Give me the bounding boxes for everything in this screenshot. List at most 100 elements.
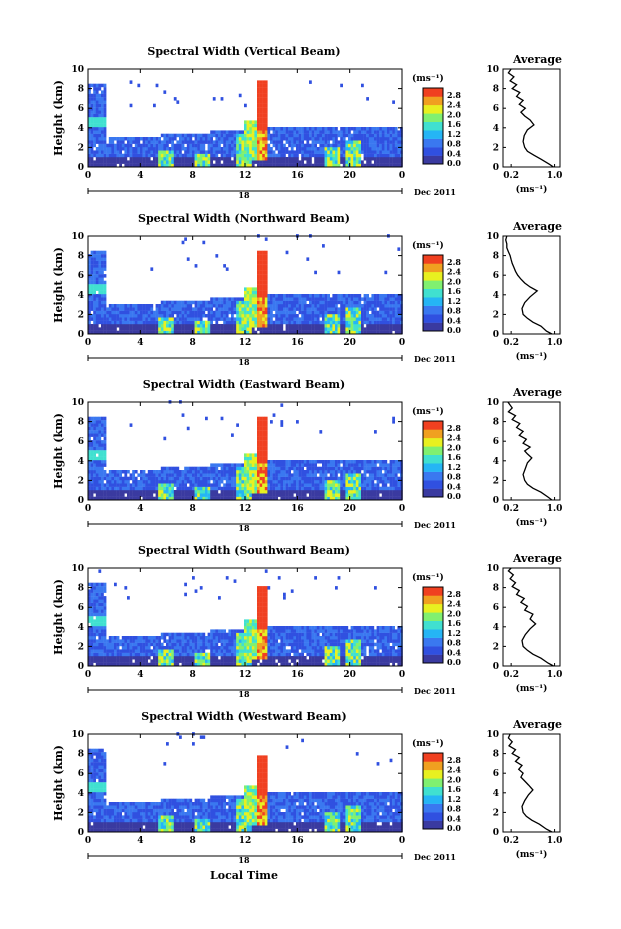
colorbar-swatch xyxy=(423,753,443,762)
y-tick-label: 0 xyxy=(78,828,84,838)
avg-y-tick-label: 8 xyxy=(493,584,499,594)
colorbar-swatch xyxy=(423,654,443,664)
y-tick-label: 6 xyxy=(78,769,84,779)
avg-y-tick-label: 0 xyxy=(493,662,499,672)
x-tick-label: 0 xyxy=(399,338,405,348)
y-tick-label: 6 xyxy=(78,271,84,281)
y-tick-label: 10 xyxy=(71,65,84,75)
y-tick-label: 2 xyxy=(78,143,84,153)
avg-x-tick-label: 1.0 xyxy=(547,504,563,514)
avg-x-tick-label: 1.0 xyxy=(547,670,563,680)
colorbar-swatch xyxy=(423,637,443,647)
colorbar-swatch xyxy=(423,429,443,439)
avg-profile-line xyxy=(505,235,553,335)
colorbar-unit: (ms⁻¹) xyxy=(412,738,444,749)
x-tick-label: 20 xyxy=(343,504,356,514)
colorbar-tick-label: 2.4 xyxy=(447,599,461,609)
avg-title: Average xyxy=(512,220,562,233)
x-tick-label: 0 xyxy=(85,836,91,846)
colorbar-swatch xyxy=(423,629,443,638)
panel-title: Spectral Width (Southward Beam) xyxy=(138,544,350,557)
avg-y-tick-label: 2 xyxy=(493,310,499,320)
colorbar-swatch xyxy=(423,96,443,106)
y-tick-label: 8 xyxy=(78,584,84,594)
colorbar-tick-label: 1.6 xyxy=(447,618,461,628)
colorbar-frame xyxy=(422,87,444,165)
date-label: Dec 2011 xyxy=(414,187,456,197)
colorbar-tick-label: 0.8 xyxy=(447,472,461,482)
y-tick-label: 0 xyxy=(78,163,84,173)
avg-y-tick-label: 4 xyxy=(493,789,499,799)
avg-y-tick-label: 0 xyxy=(493,330,499,340)
day-label: 18 xyxy=(238,855,250,865)
x-tick-label: 0 xyxy=(399,171,405,181)
avg-profile-line xyxy=(507,567,554,667)
colorbar xyxy=(423,587,443,664)
colorbar-swatch xyxy=(423,437,443,447)
avg-y-tick-label: 6 xyxy=(493,769,499,779)
avg-y-tick-label: 4 xyxy=(493,291,499,301)
panel-2: Spectral Width (Eastward Beam) 0 2 4 6 8 10 Hei… xyxy=(52,378,562,533)
panel-title: Spectral Width (Eastward Beam) xyxy=(143,378,345,391)
avg-y-tick-label: 6 xyxy=(493,104,499,114)
avg-x-tick-label: 0.2 xyxy=(503,338,519,348)
colorbar-swatch xyxy=(423,421,443,430)
colorbar-swatch xyxy=(423,646,443,655)
y-tick-label: 4 xyxy=(78,457,84,467)
avg-frame xyxy=(502,68,561,168)
colorbar-tick-label: 2.4 xyxy=(447,433,461,443)
y-tick-label: 8 xyxy=(78,418,84,428)
y-tick-label: 4 xyxy=(78,291,84,301)
colorbar-swatch xyxy=(423,761,443,771)
avg-title: Average xyxy=(512,552,562,565)
y-tick-label: 10 xyxy=(71,398,84,408)
colorbar-tick-label: 0.0 xyxy=(447,158,461,168)
colorbar-swatch xyxy=(423,88,443,97)
y-axis-label: Height (km) xyxy=(52,579,65,655)
x-tick-label: 20 xyxy=(343,836,356,846)
colorbar-swatch xyxy=(423,471,443,481)
x-tick-label: 8 xyxy=(190,338,196,348)
x-tick-label: 16 xyxy=(291,504,304,514)
colorbar-swatch xyxy=(423,155,443,165)
x-tick-label: 16 xyxy=(291,171,304,181)
colorbar-tick-label: 0.8 xyxy=(447,638,461,648)
colorbar-tick-label: 1.6 xyxy=(447,452,461,462)
x-axis-label: Local Time xyxy=(210,869,278,882)
date-label: Dec 2011 xyxy=(414,686,456,696)
colorbar-tick-label: 0.4 xyxy=(447,481,461,491)
y-tick-label: 0 xyxy=(78,496,84,506)
colorbar-swatch xyxy=(423,603,443,613)
x-tick-label: 12 xyxy=(239,171,252,181)
colorbar-swatch xyxy=(423,587,443,596)
x-tick-label: 12 xyxy=(239,670,252,680)
colorbar-tick-label: 1.6 xyxy=(447,784,461,794)
colorbar-swatch xyxy=(423,121,443,131)
avg-profile-line xyxy=(507,68,554,168)
colorbar-tick-label: 2.8 xyxy=(447,589,461,599)
colorbar-unit: (ms⁻¹) xyxy=(412,240,444,251)
colorbar-swatch xyxy=(423,255,443,264)
y-tick-label: 2 xyxy=(78,642,84,652)
avg-y-tick-label: 4 xyxy=(493,623,499,633)
avg-y-tick-label: 8 xyxy=(493,418,499,428)
y-tick-label: 0 xyxy=(78,662,84,672)
y-tick-label: 6 xyxy=(78,437,84,447)
colorbar-tick-label: 2.0 xyxy=(447,442,461,452)
colorbar-swatch xyxy=(423,322,443,332)
x-tick-label: 8 xyxy=(190,171,196,181)
colorbar-swatch xyxy=(423,104,443,114)
avg-y-tick-label: 10 xyxy=(486,232,499,242)
avg-x-label: (ms⁻¹) xyxy=(516,351,548,362)
avg-x-tick-label: 1.0 xyxy=(547,171,563,181)
y-axis-label: Height (km) xyxy=(52,413,65,489)
avg-y-tick-label: 4 xyxy=(493,457,499,467)
colorbar-unit: (ms⁻¹) xyxy=(412,73,444,84)
colorbar-tick-label: 0.0 xyxy=(447,491,461,501)
x-tick-label: 20 xyxy=(343,338,356,348)
heatmap xyxy=(88,732,403,833)
avg-y-tick-label: 0 xyxy=(493,828,499,838)
x-tick-label: 4 xyxy=(137,670,143,680)
heatmap xyxy=(88,569,403,667)
colorbar-tick-label: 2.0 xyxy=(447,109,461,119)
